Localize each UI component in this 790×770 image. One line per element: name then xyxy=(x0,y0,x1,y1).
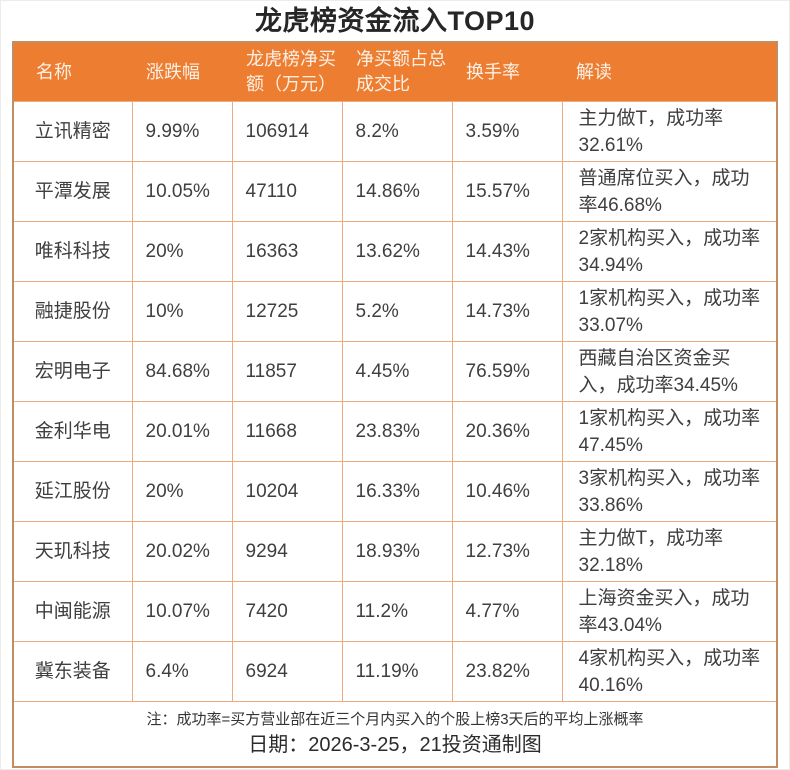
change-pct: 20% xyxy=(131,461,233,522)
net-buy-amount: 11857 xyxy=(231,341,343,402)
stock-name: 平潭发展 xyxy=(14,161,133,222)
change-pct: 10% xyxy=(131,281,233,342)
turnover-rate: 4.77% xyxy=(451,581,563,642)
table-row: 天玑科技 20.02% 9294 18.93% 12.73% 主力做T，成功率3… xyxy=(14,521,776,582)
change-pct: 20% xyxy=(131,221,233,282)
table-row: 冀东装备 6.4% 6924 11.19% 23.82% 4家机构买入，成功率4… xyxy=(14,641,776,701)
footnote-text: 注：成功率=买方营业部在近三个月内买入的个股上榜3天后的平均上涨概率 xyxy=(146,711,644,728)
col-header-netbuy: 龙虎榜净买额（万元） xyxy=(232,43,342,102)
col-header-interpretation: 解读 xyxy=(562,43,776,102)
turnover-rate: 20.36% xyxy=(451,401,563,462)
col-header-name: 名称 xyxy=(14,43,132,102)
interpretation: 主力做T，成功率32.61% xyxy=(561,101,776,162)
interpretation: 西藏自治区资金买入，成功率34.45% xyxy=(561,341,776,402)
interpretation: 1家机构买入，成功率47.45% xyxy=(561,401,776,462)
interpretation: 2家机构买入，成功率34.94% xyxy=(561,221,776,282)
change-pct: 10.05% xyxy=(131,161,233,222)
net-buy-ratio: 4.45% xyxy=(341,341,453,402)
net-buy-ratio: 11.19% xyxy=(341,641,453,701)
net-buy-amount: 11668 xyxy=(231,401,343,462)
interpretation: 1家机构买入，成功率33.07% xyxy=(561,281,776,342)
col-header-turnover: 换手率 xyxy=(452,43,562,102)
stock-name: 唯科科技 xyxy=(14,221,133,282)
top10-table: 名称 涨跌幅 龙虎榜净买额（万元） 净买额占总成交比 换手率 解读 立讯精密 9… xyxy=(14,43,776,701)
change-pct: 6.4% xyxy=(131,641,233,701)
net-buy-ratio: 16.33% xyxy=(341,461,453,522)
interpretation: 上海资金买入，成功率43.04% xyxy=(561,581,776,642)
turnover-rate: 14.73% xyxy=(451,281,563,342)
table-row: 宏明电子 84.68% 11857 4.45% 76.59% 西藏自治区资金买入… xyxy=(14,341,776,402)
net-buy-ratio: 23.83% xyxy=(341,401,453,462)
net-buy-ratio: 13.62% xyxy=(341,221,453,282)
stock-name: 冀东装备 xyxy=(14,641,133,701)
col-header-change: 涨跌幅 xyxy=(132,43,232,102)
table-row: 金利华电 20.01% 11668 23.83% 20.36% 1家机构买入，成… xyxy=(14,401,776,462)
net-buy-ratio: 18.93% xyxy=(341,521,453,582)
stock-name: 立讯精密 xyxy=(14,101,133,162)
table-row: 中闽能源 10.07% 7420 11.2% 4.77% 上海资金买入，成功率4… xyxy=(14,581,776,642)
col-header-ratio: 净买额占总成交比 xyxy=(342,43,452,102)
turnover-rate: 3.59% xyxy=(451,101,563,162)
table-row: 融捷股份 10% 12725 5.2% 14.73% 1家机构买入，成功率33.… xyxy=(14,281,776,342)
interpretation: 主力做T，成功率32.18% xyxy=(561,521,776,582)
net-buy-amount: 47110 xyxy=(231,161,343,222)
turnover-rate: 10.46% xyxy=(451,461,563,522)
net-buy-amount: 106914 xyxy=(231,101,343,162)
net-buy-amount: 16363 xyxy=(231,221,343,282)
turnover-rate: 14.43% xyxy=(451,221,563,282)
net-buy-ratio: 8.2% xyxy=(341,101,453,162)
stock-name: 融捷股份 xyxy=(14,281,133,342)
turnover-rate: 76.59% xyxy=(451,341,563,402)
net-buy-amount: 10204 xyxy=(231,461,343,522)
page-title: 龙虎榜资金流入TOP10 xyxy=(254,6,536,36)
change-pct: 9.99% xyxy=(131,101,233,162)
turnover-rate: 23.82% xyxy=(451,641,563,701)
change-pct: 20.02% xyxy=(131,521,233,582)
stock-name: 天玑科技 xyxy=(14,521,133,582)
interpretation: 普通席位买入，成功率46.68% xyxy=(561,161,776,222)
table-row: 唯科科技 20% 16363 13.62% 14.43% 2家机构买入，成功率3… xyxy=(14,221,776,282)
stock-name: 金利华电 xyxy=(14,401,133,462)
table-frame: 名称 涨跌幅 龙虎榜净买额（万元） 净买额占总成交比 换手率 解读 立讯精密 9… xyxy=(12,41,778,768)
table-footnote: 注：成功率=买方营业部在近三个月内买入的个股上榜3天后的平均上涨概率 日期：20… xyxy=(14,701,776,766)
interpretation: 4家机构买入，成功率40.16% xyxy=(561,641,776,701)
net-buy-amount: 9294 xyxy=(231,521,343,582)
interpretation: 3家机构买入，成功率33.86% xyxy=(561,461,776,522)
stock-name: 宏明电子 xyxy=(14,341,133,402)
change-pct: 84.68% xyxy=(131,341,233,402)
net-buy-amount: 12725 xyxy=(231,281,343,342)
net-buy-ratio: 5.2% xyxy=(341,281,453,342)
turnover-rate: 15.57% xyxy=(451,161,563,222)
change-pct: 20.01% xyxy=(131,401,233,462)
net-buy-ratio: 14.86% xyxy=(341,161,453,222)
turnover-rate: 12.73% xyxy=(451,521,563,582)
table-row: 平潭发展 10.05% 47110 14.86% 15.57% 普通席位买入，成… xyxy=(14,161,776,222)
stock-name: 中闽能源 xyxy=(14,581,133,642)
date-credit-text: 日期：2026-3-25，21投资通制图 xyxy=(248,734,542,756)
table-row: 立讯精密 9.99% 106914 8.2% 3.59% 主力做T，成功率32.… xyxy=(14,101,776,162)
net-buy-ratio: 11.2% xyxy=(341,581,453,642)
table-row: 延江股份 20% 10204 16.33% 10.46% 3家机构买入，成功率3… xyxy=(14,461,776,522)
change-pct: 10.07% xyxy=(131,581,233,642)
net-buy-amount: 6924 xyxy=(231,641,343,701)
header-row: 名称 涨跌幅 龙虎榜净买额（万元） 净买额占总成交比 换手率 解读 xyxy=(14,43,776,102)
stock-name: 延江股份 xyxy=(14,461,133,522)
net-buy-amount: 7420 xyxy=(231,581,343,642)
